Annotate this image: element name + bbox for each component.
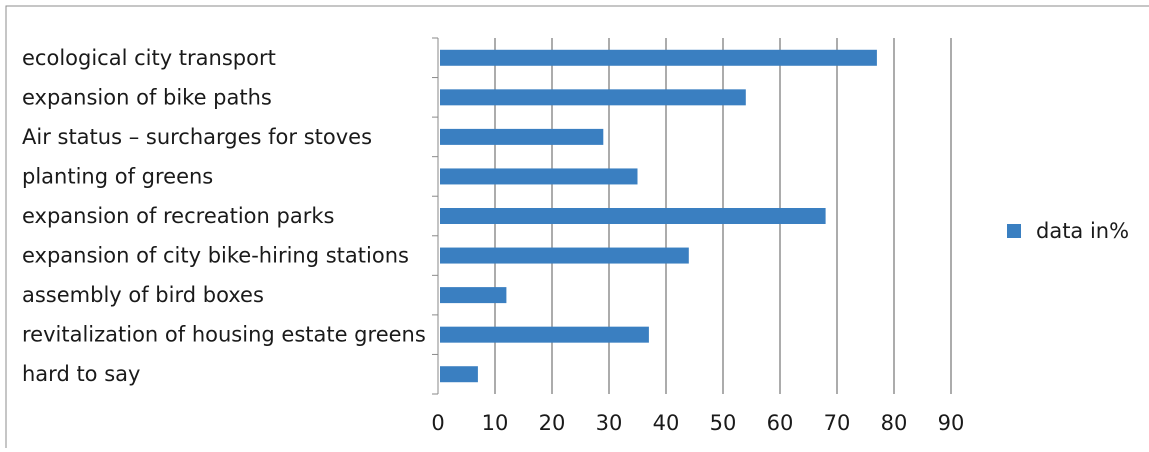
bar bbox=[440, 168, 638, 185]
category-label: ecological city transport bbox=[22, 46, 276, 70]
bar bbox=[440, 326, 649, 343]
x-tick-label: 70 bbox=[824, 411, 851, 435]
category-labels: ecological city transport expansion of bi… bbox=[22, 46, 426, 386]
x-tick-label: 50 bbox=[710, 411, 737, 435]
x-tick-label: 80 bbox=[881, 411, 908, 435]
category-label: Air status – surcharges for stoves bbox=[22, 125, 372, 149]
category-label: planting of greens bbox=[22, 164, 213, 188]
x-tick-label: 10 bbox=[482, 411, 509, 435]
chart-border bbox=[5, 5, 1149, 452]
x-tick-label: 60 bbox=[767, 411, 794, 435]
bars bbox=[440, 49, 877, 383]
x-tick-labels: 0 10 20 30 40 50 60 70 80 90 bbox=[431, 411, 964, 435]
bar bbox=[440, 287, 507, 304]
category-label: expansion of recreation parks bbox=[22, 204, 334, 228]
category-label: expansion of city bike-hiring stations bbox=[22, 244, 409, 268]
x-tick-label: 0 bbox=[431, 411, 444, 435]
bar bbox=[440, 208, 826, 224]
legend-swatch bbox=[1007, 224, 1021, 238]
x-tick-label: 30 bbox=[596, 411, 623, 435]
x-tick-label: 90 bbox=[938, 411, 965, 435]
x-tick-label: 20 bbox=[539, 411, 566, 435]
category-label: revitalization of housing estate greens bbox=[22, 323, 426, 347]
y-axis bbox=[432, 37, 439, 395]
bar bbox=[440, 49, 877, 66]
bar bbox=[440, 89, 746, 106]
category-label: assembly of bird boxes bbox=[22, 283, 264, 307]
bar bbox=[440, 366, 478, 383]
bar bbox=[440, 128, 604, 145]
legend: data in% bbox=[1007, 219, 1129, 243]
bar bbox=[440, 247, 689, 264]
category-label: hard to say bbox=[22, 362, 140, 386]
legend-label: data in% bbox=[1036, 219, 1129, 243]
category-label: expansion of bike paths bbox=[22, 85, 272, 109]
x-tick-label: 40 bbox=[653, 411, 680, 435]
